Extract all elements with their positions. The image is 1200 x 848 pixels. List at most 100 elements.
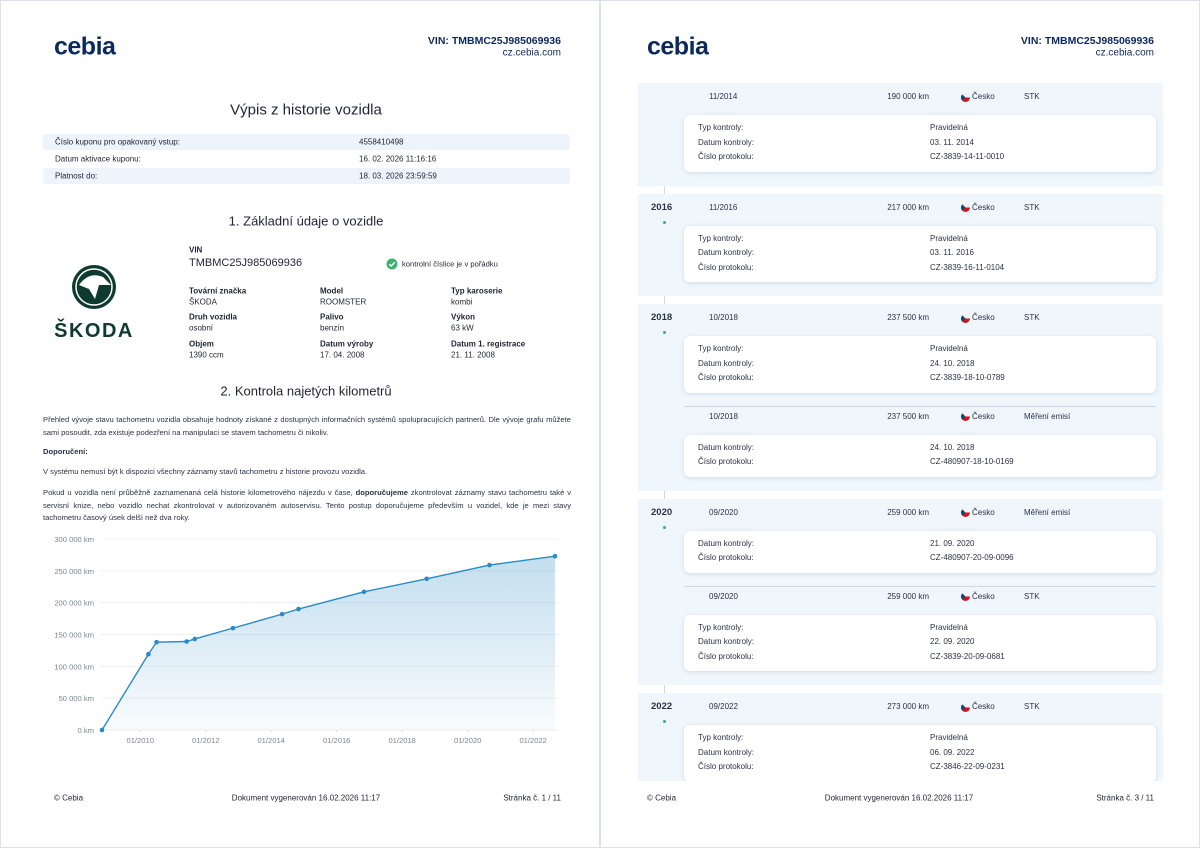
detail-label: Datum kontroly: [698, 538, 755, 548]
detail-row: Číslo protokolu: CZ-3846-22-09-0231 [698, 760, 1156, 775]
vin-label: VIN [189, 245, 203, 255]
record-card: Typ kontroly: Pravidelná Datum kontroly: 06… [684, 725, 1156, 781]
detail-value: CZ-480907-18-10-0169 [930, 457, 1014, 466]
record-date: 11/2014 [709, 92, 738, 101]
field-value: 17. 04. 2008 [320, 350, 365, 360]
record-km: 217 000 km [887, 202, 929, 212]
flag-icon [961, 412, 970, 421]
year-dot [663, 331, 666, 334]
vin-header: VIN: TMBMC25J985069936 [427, 35, 561, 47]
y-tick-label: 200 000 km [54, 599, 94, 608]
year-group: 2018 10/2018 237 500 km Česko STK Typ kontrol… [638, 304, 1163, 491]
detail-row: Číslo protokolu: CZ-480907-18-10-0169 [698, 455, 1156, 470]
footer-page: Stránka č. 1 / 11 [503, 793, 561, 803]
point [361, 589, 367, 595]
detail-row: Číslo protokolu: CZ-3839-18-10-0789 [698, 371, 1156, 386]
detail-label: Typ kontroly: [698, 622, 744, 632]
record-date: 11/2016 [709, 202, 738, 212]
field-label: Typ karoserie [451, 286, 503, 296]
detail-value: CZ-3839-20-09-0681 [930, 651, 1005, 661]
field-value: ŠKODA [189, 297, 218, 307]
flag-icon [961, 508, 970, 517]
record-type: STK [1024, 92, 1040, 101]
detail-value: 24. 10. 2018 [930, 442, 975, 452]
detail-value: CZ-3839-16-11-0104 [930, 262, 1005, 272]
detail-row: Číslo protokolu: CZ-3839-20-09-0681 [698, 650, 1156, 665]
record-header: 10/2018 237 500 km Česko STK [638, 308, 1163, 328]
coupon-value: 18. 03. 2026 23:59:59 [359, 171, 437, 181]
point [146, 651, 151, 657]
flag-icon [961, 313, 970, 323]
detail-label: Datum kontroly: [698, 248, 755, 257]
brand-logo: ŠKODA [54, 265, 132, 342]
text-run: Pokud u vozidla není průběžně zaznamenan… [43, 488, 356, 497]
field-label: Objem [189, 339, 214, 349]
coupon-label: Platnost do: [55, 171, 98, 181]
site: cz.cebia.com [502, 47, 561, 59]
x-tick-label: 01/2010 [126, 736, 153, 745]
field-value: kombi [451, 297, 473, 307]
detail-value: 21. 09. 2020 [930, 538, 975, 548]
record-country: Česko [972, 92, 995, 101]
y-tick-label: 150 000 km [54, 631, 94, 640]
point [99, 727, 105, 733]
record-type: Měření emisí [1024, 411, 1071, 421]
coupon-value: 4558410498 [359, 137, 404, 147]
detail-label: Číslo protokolu: [698, 762, 754, 771]
detail-label: Číslo protokolu: [698, 553, 754, 562]
year-dot [663, 720, 666, 723]
detail-row: Datum kontroly: 24. 10. 2018 [698, 357, 1156, 372]
record-date: 10/2018 [709, 313, 738, 322]
detail-row: Datum kontroly: 22. 09. 2020 [698, 635, 1156, 650]
record-km: 259 000 km [887, 591, 929, 601]
detail-row: Typ kontroly: Pravidelná [698, 121, 1156, 136]
detail-value: CZ-3839-18-10-0789 [930, 373, 1005, 382]
field-value: ROOMSTER [320, 297, 367, 307]
detail-row: Datum kontroly: 21. 09. 2020 [698, 537, 1156, 552]
vin-check: kontrolní číslice je v pořádku [402, 259, 498, 269]
page: ŠKODA cebia VIN: TMBMC25J985069936 cz.cebi… [0, 0, 600, 848]
record-header: 10/2018 237 500 km Česko Měření emisí [638, 407, 1163, 427]
detail-row: Číslo protokolu: CZ-480907-20-09-0096 [698, 551, 1156, 566]
detail-row: Datum kontroly: 24. 10. 2018 [698, 441, 1156, 456]
record-type: Měření emisí [1024, 507, 1071, 517]
detail-value: 06. 09. 2022 [930, 747, 975, 757]
detail-value: Pravidelná [930, 233, 968, 243]
record-date: 09/2020 [709, 591, 738, 601]
point [296, 606, 301, 612]
timeline: 11/2014 190 000 km Česko STK Typ kontroly: Pr… [638, 83, 1163, 781]
detail-row: Typ kontroly: Pravidelná [698, 232, 1156, 247]
year-group: 2022 09/2022 273 000 km Česko STK Typ kontrol… [638, 693, 1163, 781]
paragraph: Pokud u vozidla není průběžně zaznamenan… [43, 487, 571, 525]
record-header: 09/2020 259 000 km Česko STK [638, 587, 1163, 607]
field-label: Tovární značka [189, 286, 247, 296]
record-card: Datum kontroly: 24. 10. 2018 Číslo protoko… [684, 434, 1156, 477]
record-country: Česko [972, 702, 995, 711]
record-date: 09/2020 [709, 507, 738, 517]
coupon-row [43, 134, 570, 150]
flag-icon [961, 92, 970, 102]
site: cz.cebia.com [1095, 47, 1154, 59]
record-country: Česko [972, 507, 995, 517]
detail-row: Typ kontroly: Pravidelná [698, 342, 1156, 357]
x-tick-label: 01/2018 [388, 736, 415, 745]
point [154, 639, 159, 645]
footer-generated: Dokument vygenerován 16.02.2026 11:17 [824, 793, 974, 803]
record-country: Česko [972, 313, 995, 322]
coupon-label: Datum aktivace kuponu: [55, 154, 141, 164]
detail-value: Pravidelná [930, 123, 968, 132]
field-label: Palivo [320, 312, 344, 322]
record-card: Typ kontroly: Pravidelná Datum kontroly: 03… [684, 225, 1156, 282]
record-km: 259 000 km [887, 507, 929, 517]
x-tick-label: 01/2020 [454, 736, 481, 745]
detail-value: CZ-3839-14-11-0010 [930, 152, 1005, 161]
detail-label: Typ kontroly: [698, 344, 744, 353]
point [279, 611, 285, 617]
record-type: STK [1024, 313, 1040, 322]
page: cebia VIN: TMBMC25J985069936 cz.cebia.com ©… [600, 0, 1200, 848]
point [424, 576, 430, 582]
detail-label: Typ kontroly: [698, 733, 744, 742]
field-label: Model [320, 286, 344, 296]
coupon-label: Číslo kuponu pro opakovaný vstup: [55, 137, 180, 147]
